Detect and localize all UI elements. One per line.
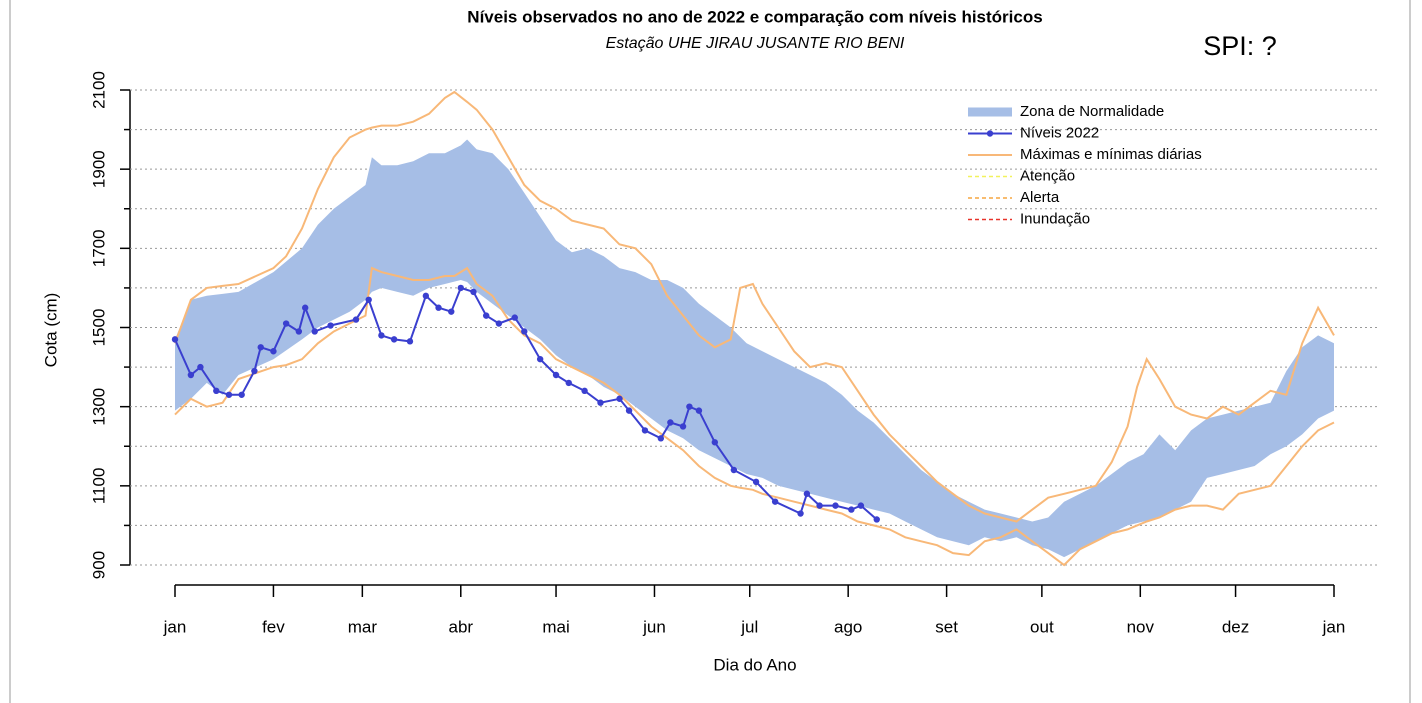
- level-point: [365, 296, 372, 303]
- x-tick-label: set: [935, 617, 958, 636]
- level-point: [270, 348, 277, 355]
- level-point: [238, 391, 245, 398]
- x-tick-label: fev: [262, 617, 285, 636]
- level-point: [187, 371, 195, 379]
- y-tick-label: 900: [89, 551, 108, 579]
- level-point: [597, 399, 604, 406]
- legend-label: Níveis 2022: [1020, 124, 1099, 141]
- level-point: [657, 435, 665, 442]
- level-point: [581, 387, 588, 395]
- level-point: [771, 498, 779, 505]
- level-point: [511, 314, 518, 321]
- x-tick-label: nov: [1127, 617, 1155, 636]
- level-point: [457, 284, 464, 292]
- level-point: [625, 407, 633, 414]
- x-tick-label: mar: [348, 617, 378, 636]
- annotation: SPI: ?: [1203, 31, 1277, 61]
- x-tick-label: mai: [542, 617, 569, 636]
- legend-label: Inundação: [1020, 210, 1090, 227]
- y-axis-label: Cota (cm): [41, 293, 60, 368]
- level-point: [686, 403, 693, 410]
- level-point: [470, 288, 477, 296]
- y-tick-label: 1100: [89, 468, 108, 505]
- y-tick-label: 1700: [89, 229, 108, 267]
- level-point: [711, 439, 719, 446]
- level-point: [378, 332, 385, 339]
- level-point: [301, 304, 309, 311]
- x-tick-label: out: [1030, 617, 1054, 636]
- legend-label: Alerta: [1020, 189, 1060, 206]
- level-point: [251, 367, 258, 375]
- frame: [9, 0, 1411, 703]
- level-point: [257, 344, 264, 351]
- level-point: [406, 338, 414, 345]
- x-tick-label: dez: [1222, 617, 1249, 636]
- level-point: [448, 308, 455, 315]
- level-point: [616, 395, 623, 402]
- legend-marker: [986, 130, 994, 137]
- level-point: [832, 502, 839, 509]
- level-point: [197, 363, 204, 371]
- level-point: [695, 407, 703, 414]
- max-line: [174, 90, 1335, 523]
- level-point: [667, 419, 674, 426]
- x-axis-label: Dia do Ano: [713, 655, 796, 674]
- y-tick-label: 1500: [89, 309, 108, 347]
- grid: [130, 89, 1380, 566]
- level-point: [679, 423, 687, 430]
- level-point: [282, 320, 290, 327]
- x-tick-label: abr: [448, 617, 473, 636]
- level-point: [213, 387, 220, 395]
- legend-label: Zona de Normalidade: [1020, 103, 1164, 120]
- level-line: [174, 286, 878, 521]
- level-point: [311, 328, 318, 335]
- level-point: [536, 355, 544, 363]
- chart-title: Níveis observados no ano de 2022 e compa…: [467, 7, 1042, 26]
- level-point: [171, 336, 179, 343]
- level-point: [797, 510, 804, 517]
- level-point: [857, 502, 865, 509]
- legend-label: Atenção: [1020, 167, 1075, 184]
- level-point: [225, 391, 233, 398]
- chart-subtitle: Estação UHE JIRAU JUSANTE RIO BENI: [606, 35, 905, 52]
- y-tick-label: 1300: [89, 388, 108, 426]
- level-point: [521, 328, 528, 335]
- level-point: [752, 478, 760, 486]
- level-point: [495, 320, 503, 327]
- level-point: [730, 466, 738, 474]
- min-line: [174, 266, 1335, 567]
- x-tick-label: jul: [740, 617, 758, 636]
- level-point: [327, 322, 334, 329]
- x-tick-label: ago: [834, 617, 862, 636]
- level-point: [816, 502, 823, 509]
- level-point: [552, 371, 560, 379]
- y-tick-label: 1900: [89, 150, 108, 188]
- normal-zone: [175, 139, 1334, 558]
- x-tick-label: jan: [163, 617, 187, 636]
- level-point: [873, 516, 880, 523]
- x-tick-label: jun: [642, 617, 666, 636]
- level-point: [422, 292, 430, 300]
- level-point: [390, 336, 398, 343]
- legend-label: Máximas e mínimas diárias: [1020, 146, 1202, 163]
- level-point: [482, 312, 490, 319]
- level-point: [295, 328, 303, 335]
- level-point: [848, 506, 855, 513]
- level-point: [641, 427, 649, 434]
- level-point: [565, 379, 572, 387]
- level-point: [352, 316, 360, 323]
- y-tick-label: 2100: [89, 71, 108, 109]
- x-tick-label: jan: [1322, 617, 1346, 636]
- level-point: [803, 490, 811, 497]
- level-point: [435, 304, 442, 311]
